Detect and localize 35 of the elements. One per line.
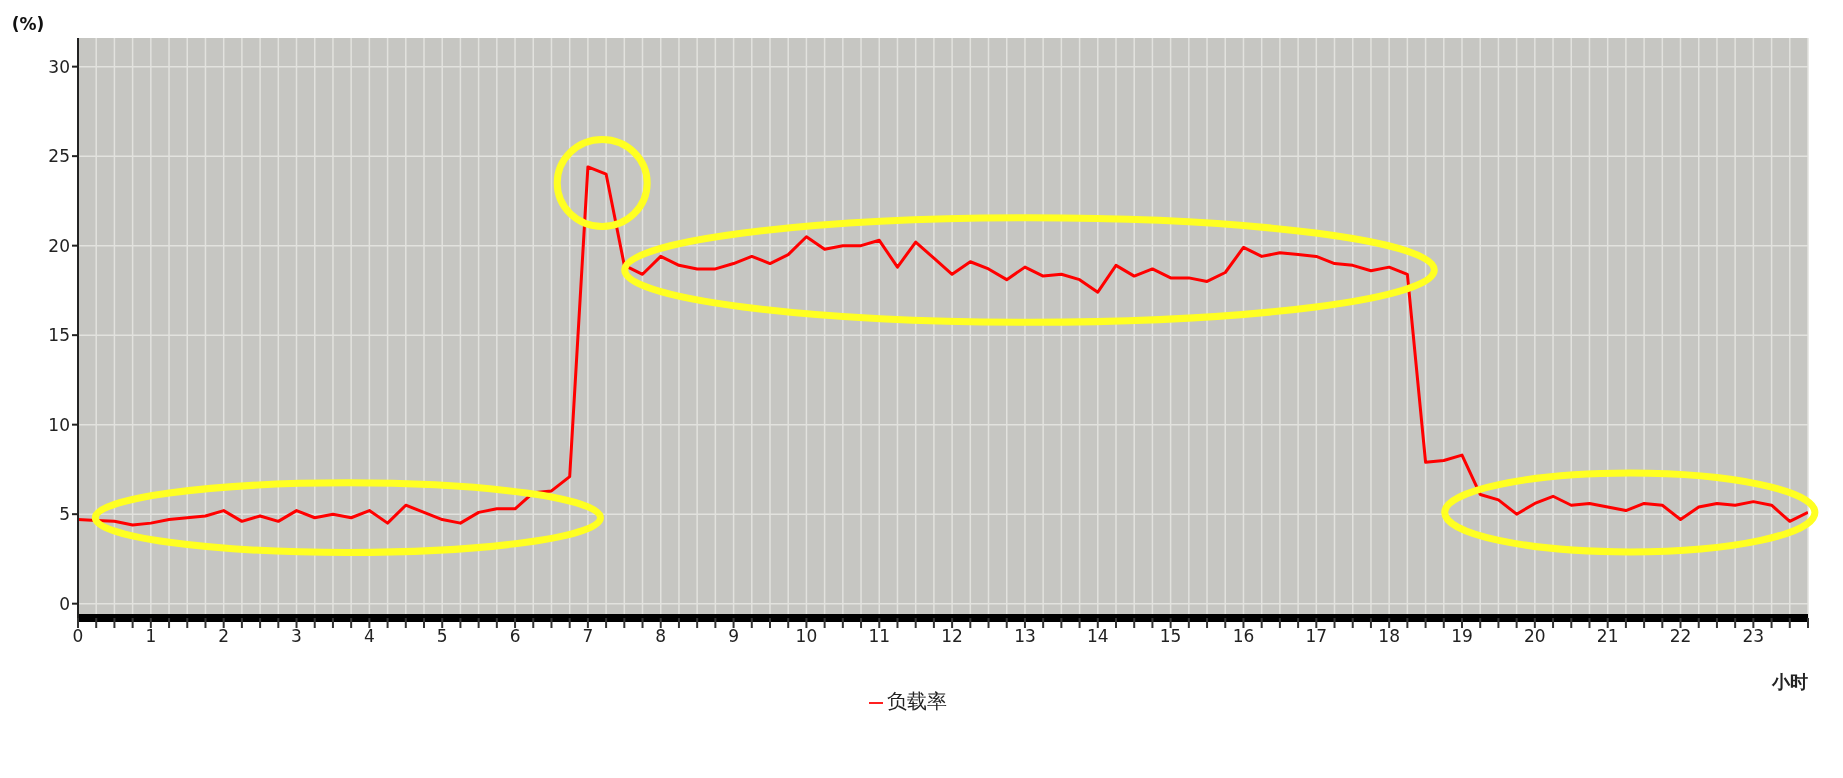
x-tick-label: 13 (1014, 626, 1036, 647)
x-tick-label: 4 (363, 626, 375, 647)
x-tick-label: 11 (868, 626, 891, 647)
x-tick-label: 6 (509, 626, 521, 647)
x-tick-label: 15 (1159, 626, 1182, 647)
x-tick-label: 2 (218, 626, 230, 647)
y-tick-label: 30 (48, 56, 70, 77)
x-tick-label: 7 (582, 626, 594, 647)
y-tick-label: 5 (59, 504, 70, 525)
y-tick-label: 15 (48, 325, 70, 346)
x-tick-label: 12 (941, 626, 963, 647)
x-axis-title: 小时 (1771, 671, 1808, 692)
legend-label: 负载率 (887, 689, 947, 713)
y-tick-label: 0 (59, 593, 70, 614)
y-tick-label: 25 (48, 146, 70, 167)
x-tick-label: 8 (655, 626, 667, 647)
x-tick-label: 23 (1742, 626, 1765, 647)
x-tick-label: 3 (291, 626, 302, 647)
x-tick-label: 21 (1596, 626, 1619, 647)
line-series (78, 165, 1808, 527)
x-tick-label: 0 (72, 626, 84, 647)
x-tick-label: 16 (1232, 626, 1255, 647)
x-tick-label: 19 (1451, 626, 1473, 647)
y-tick-label: 10 (48, 414, 70, 435)
x-tick-label: 5 (436, 626, 448, 647)
x-tick-label: 14 (1086, 626, 1109, 647)
x-tick-label: 17 (1305, 626, 1328, 647)
x-tick-label: 22 (1669, 626, 1692, 647)
y-tick-label: 20 (48, 235, 70, 256)
x-tick-label: 18 (1378, 626, 1400, 647)
y-axis-title: (%) (11, 14, 45, 34)
x-tick-label: 1 (145, 626, 157, 647)
x-tick-label: 9 (728, 626, 739, 647)
x-tick-label: 20 (1524, 626, 1546, 647)
x-tick-label: 10 (795, 626, 818, 647)
